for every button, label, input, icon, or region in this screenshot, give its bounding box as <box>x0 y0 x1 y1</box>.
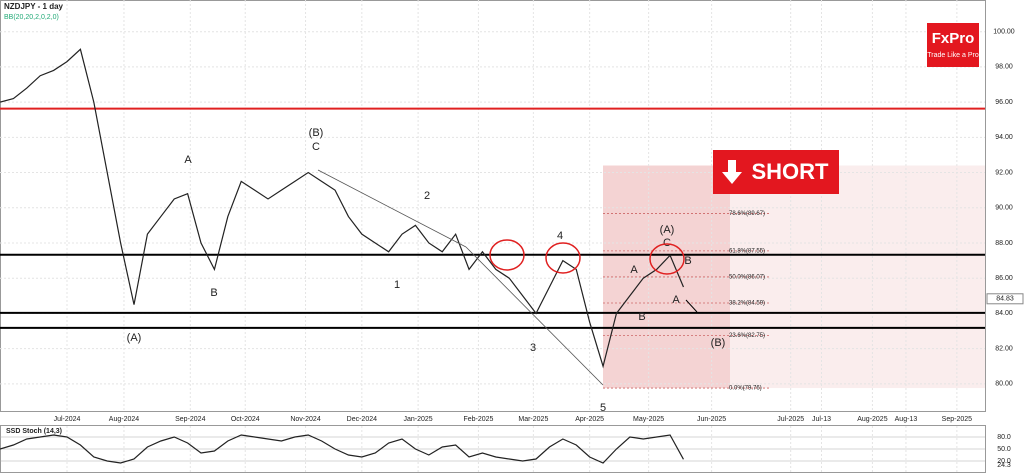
fib-zone <box>603 165 730 389</box>
brand-tagline: Trade Like a Pro <box>927 52 979 59</box>
y-tick-label: 98.00 <box>995 64 1013 71</box>
fib-label: 38.2%(84.59) <box>729 301 765 307</box>
trend-line <box>317 169 467 248</box>
y-tick-label: 92.00 <box>995 169 1013 176</box>
highlight-circle <box>545 242 581 274</box>
wave-label: 1 <box>394 279 400 291</box>
x-tick-label: Dec-2024 <box>347 416 377 423</box>
plot-frame <box>0 0 986 412</box>
y-tick-label: 82.00 <box>995 345 1013 352</box>
wave-label: 2 <box>424 190 430 202</box>
wave-label: B <box>684 255 691 267</box>
down-arrow <box>722 160 742 184</box>
projection-arrow <box>685 299 698 313</box>
brand-name: FxPro <box>932 30 975 47</box>
wave-label: C <box>663 237 671 249</box>
fib-label: 0.0%(79.76) <box>729 386 762 392</box>
x-tick-label: Jul-2024 <box>54 416 81 423</box>
fib-label: 61.8%(87.55) <box>729 248 765 254</box>
oscillator-value: 24.3 <box>997 462 1011 469</box>
y-tick-label: 96.00 <box>995 99 1013 106</box>
y-tick-label: 94.00 <box>995 134 1013 141</box>
y-tick-label: 88.00 <box>995 240 1013 247</box>
wave-label: 3 <box>530 342 536 354</box>
wave-label: A <box>184 154 192 166</box>
x-tick-label: Aug-2024 <box>109 416 139 423</box>
x-tick-label: Aug-2025 <box>857 416 887 423</box>
y-tick-label: 100.00 <box>993 29 1015 36</box>
fib-zone <box>603 165 985 389</box>
wave-label: B <box>638 311 645 323</box>
price-line <box>0 48 685 369</box>
wave-label: 5 <box>600 402 606 414</box>
price-marker-label: 84.83 <box>996 296 1014 303</box>
oscillator-title: SSD Stoch (14,3) <box>6 428 62 435</box>
highlight-circle <box>489 239 525 271</box>
x-tick-label: Jun-2025 <box>697 416 726 423</box>
y-tick-label: 20.0 <box>997 458 1011 465</box>
price-line <box>0 434 684 464</box>
y-tick-label: 84.00 <box>995 310 1013 317</box>
x-tick-label: Feb-2025 <box>463 416 493 423</box>
x-tick-label: Aug-13 <box>895 416 918 423</box>
wave-label: A <box>672 294 680 306</box>
brand-box <box>927 23 979 67</box>
x-tick-label: Sep-2024 <box>175 416 205 423</box>
wave-label: (A) <box>127 332 142 344</box>
chart-subtitle: BB(20,20,2,0,2,0) <box>4 14 59 21</box>
x-tick-label: Jul-2025 <box>777 416 804 423</box>
y-tick-label: 80.0 <box>997 434 1011 441</box>
fib-label: 50.0%(86.07) <box>729 275 765 281</box>
chart-title: NZDJPY - 1 day <box>4 2 64 11</box>
fib-label: 23.6%(82.75) <box>729 333 765 339</box>
signal-label: SHORT <box>752 159 830 184</box>
y-tick-label: 90.00 <box>995 205 1013 212</box>
x-tick-label: Jan-2025 <box>404 416 433 423</box>
wave-label: (B) <box>309 127 324 139</box>
y-tick-label: 80.00 <box>995 381 1013 388</box>
wave-label: A <box>630 264 638 276</box>
trend-line <box>465 246 604 386</box>
wave-label: (B) <box>711 337 726 349</box>
x-tick-label: Apr-2025 <box>575 416 604 423</box>
x-tick-label: Nov-2024 <box>290 416 320 423</box>
x-tick-label: Jul-13 <box>812 416 831 423</box>
wave-label: 4 <box>557 230 563 242</box>
price-marker <box>986 293 1024 305</box>
highlight-circle <box>649 243 685 275</box>
x-tick-label: Mar-2025 <box>518 416 548 423</box>
y-tick-label: 50.0 <box>997 446 1011 453</box>
x-tick-label: Oct-2024 <box>231 416 260 423</box>
fib-label: 78.6%(89.67) <box>729 211 765 217</box>
x-tick-label: May-2025 <box>633 416 664 423</box>
wave-label: C <box>312 141 320 153</box>
x-tick-label: Sep-2025 <box>942 416 972 423</box>
y-tick-label: 86.00 <box>995 275 1013 282</box>
wave-label: (A) <box>660 224 675 236</box>
wave-label: B <box>210 287 217 299</box>
